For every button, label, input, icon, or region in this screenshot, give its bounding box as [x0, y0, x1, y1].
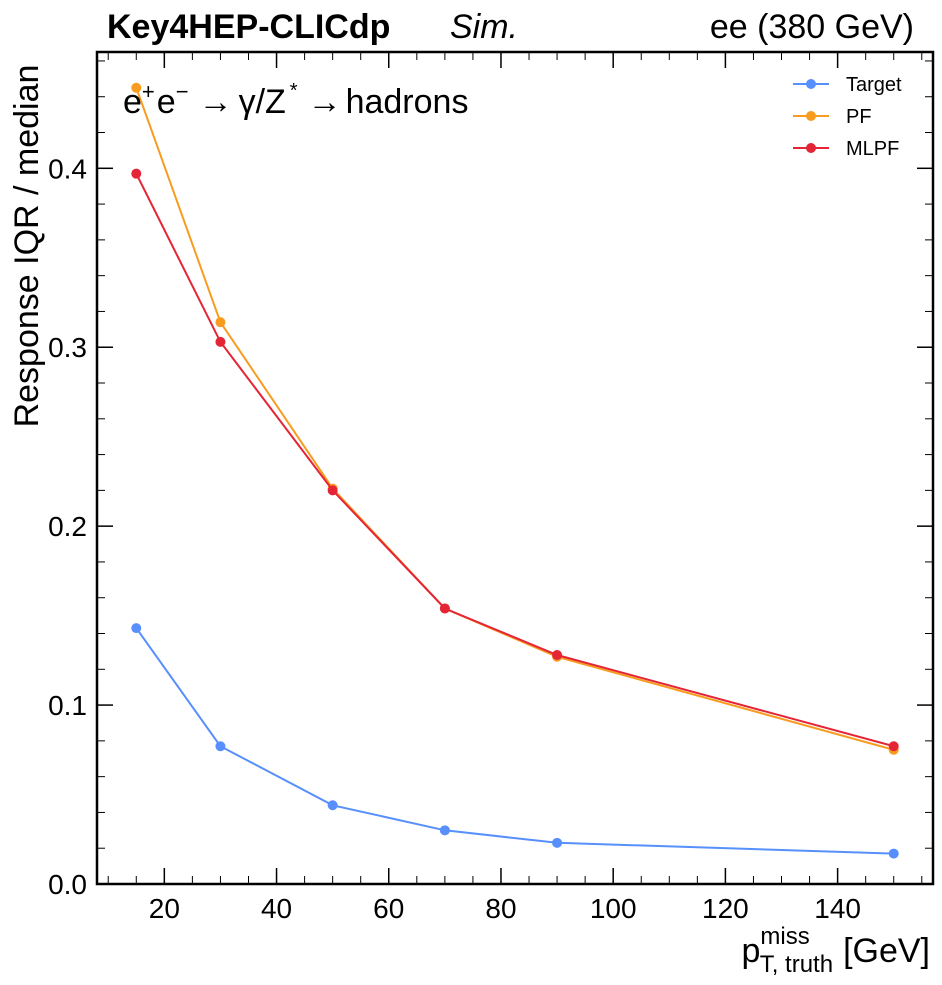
- legend: Target PF MLPF: [793, 74, 902, 160]
- series-line-mlpf: [135, 173, 894, 748]
- series-group: [131, 82, 899, 859]
- annot-sup-plus: +: [142, 79, 155, 104]
- annot-boson: γ/Z: [239, 83, 286, 121]
- legend-marker-target: [806, 79, 816, 89]
- data-point-target: [888, 848, 899, 859]
- y-tick-label: 0.4: [48, 153, 87, 184]
- x-tick-label: 140: [814, 893, 861, 924]
- data-point-target: [215, 741, 226, 752]
- annot-arrow2: →: [308, 83, 342, 121]
- legend-label-pf: PF: [846, 106, 872, 128]
- series-line-target: [135, 627, 894, 855]
- data-point-target: [552, 837, 563, 848]
- axis-ticks: [97, 52, 933, 885]
- annot-arrow1: →: [199, 83, 233, 121]
- data-point-target: [327, 800, 338, 811]
- x-tick-label: 80: [485, 893, 516, 924]
- y-tick-label: 0.0: [48, 869, 87, 900]
- y-tick-labels: 0.0 0.1 0.2 0.3 0.4: [48, 153, 87, 900]
- y-axis-label: Response IQR / median: [8, 65, 46, 428]
- data-point-mlpf: [552, 649, 563, 660]
- plot-frame: [95, 50, 935, 886]
- series-line-pf: [135, 87, 894, 751]
- annot-prefix: e: [123, 83, 142, 121]
- y-tick-label: 0.1: [48, 690, 87, 721]
- xlabel-unit: [GeV]: [843, 932, 930, 970]
- data-point-mlpf: [131, 168, 142, 179]
- legend-label-mlpf: MLPF: [846, 138, 899, 160]
- data-point-mlpf: [888, 741, 899, 752]
- x-tick-label: 60: [373, 893, 404, 924]
- data-point-mlpf: [215, 336, 226, 347]
- xlabel-sub: T, truth: [760, 951, 833, 978]
- annot-middle: e: [157, 83, 176, 121]
- data-point-target: [439, 825, 450, 836]
- data-point-target: [131, 623, 142, 634]
- x-tick-label: 100: [590, 893, 637, 924]
- legend-marker-mlpf: [806, 143, 816, 153]
- legend-marker-pf: [806, 111, 816, 121]
- x-tick-label: 120: [702, 893, 749, 924]
- x-tick-labels: 20 40 60 80 100 120 140: [149, 893, 861, 924]
- x-axis-label: pmiss T, truth [GeV]: [741, 923, 930, 978]
- data-point-pf: [131, 82, 142, 93]
- annot-sup-minus: −: [176, 79, 189, 104]
- status-label: Sim.: [450, 8, 518, 46]
- data-point-mlpf: [439, 603, 450, 614]
- process-annotation: e+e− → γ/Z * → hadrons: [123, 79, 468, 121]
- data-point-pf: [215, 317, 226, 328]
- experiment-label: Key4HEP-CLICdp: [107, 8, 390, 46]
- data-point-mlpf: [327, 485, 338, 496]
- x-tick-label: 20: [149, 893, 180, 924]
- y-tick-label: 0.3: [48, 332, 87, 363]
- legend-label-target: Target: [846, 74, 902, 96]
- x-tick-label: 40: [261, 893, 292, 924]
- xlabel-main: p: [741, 932, 760, 970]
- energy-label: ee (380 GeV): [710, 8, 914, 46]
- annot-final: hadrons: [346, 83, 469, 121]
- annot-sup-star: *: [290, 80, 298, 102]
- xlabel-sup: miss: [760, 923, 809, 950]
- y-tick-label: 0.2: [48, 511, 87, 542]
